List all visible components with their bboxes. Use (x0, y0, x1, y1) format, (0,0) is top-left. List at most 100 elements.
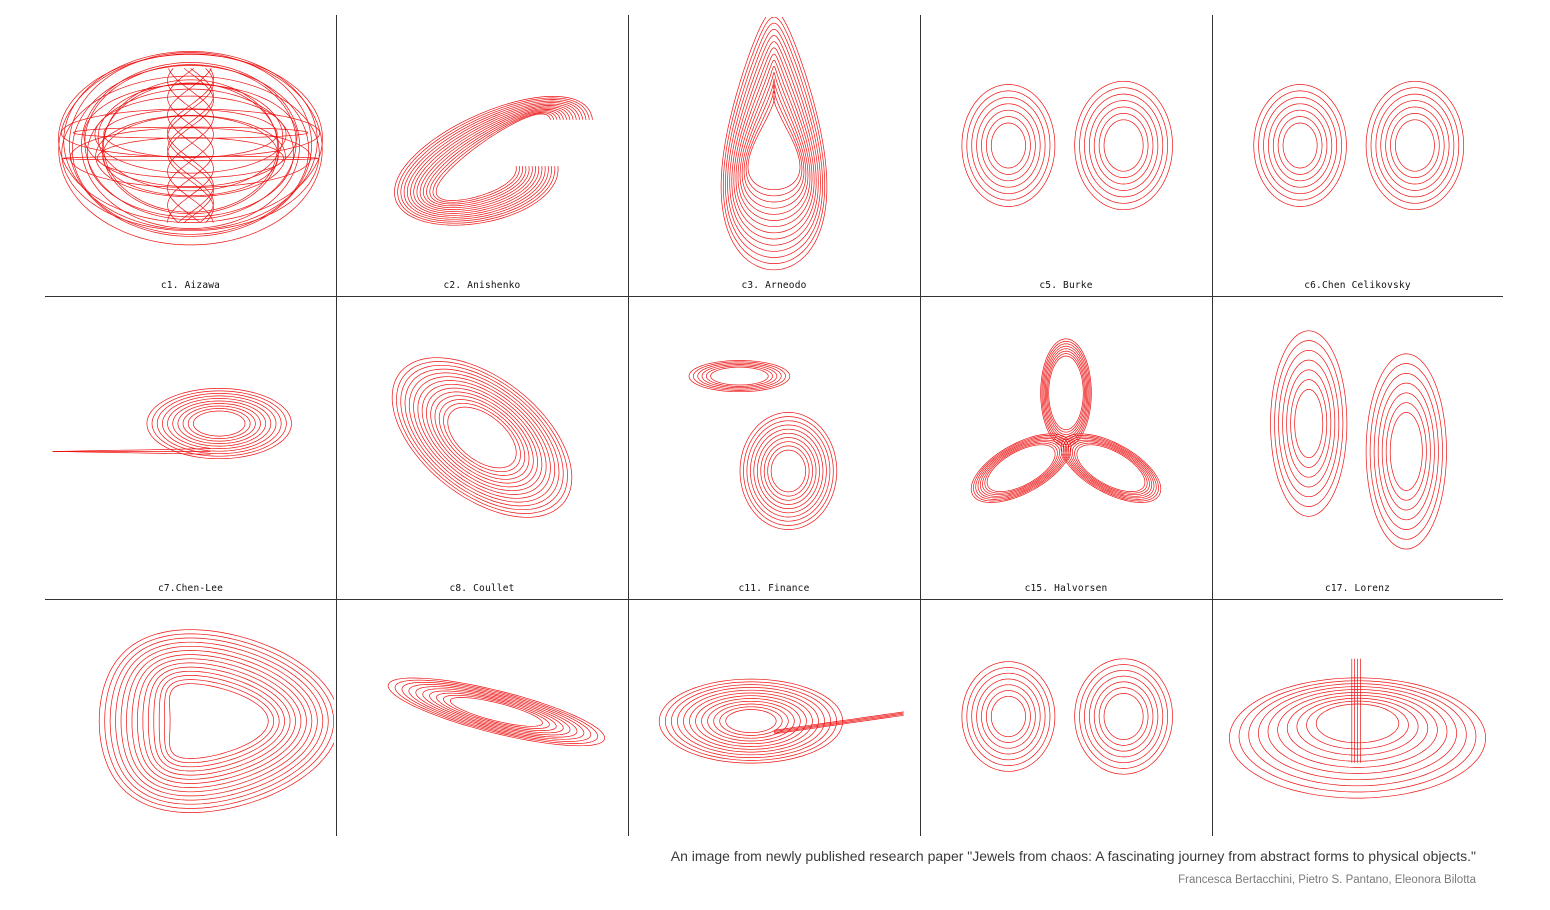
attractor-plot (1229, 658, 1486, 799)
attractor-panel (1214, 601, 1501, 836)
attractor-trajectory (705, 365, 773, 387)
attractor-trajectory (126, 650, 313, 793)
attractor-trajectory (403, 100, 584, 220)
panel-label: c2. Anishenko (443, 280, 521, 291)
attractor-trajectory (729, 35, 819, 246)
attractor-trajectory (443, 694, 550, 729)
attractor-trajectory (151, 390, 287, 457)
attractor-trajectory (416, 106, 571, 212)
attractor-panel: c6.Chen Celikovsky (1214, 17, 1501, 296)
attractor-trajectory (773, 712, 904, 732)
attractor-trajectory (137, 658, 302, 784)
attractor-trajectory (986, 444, 1056, 492)
attractor-trajectory (1103, 693, 1144, 740)
attractor-trajectory (396, 361, 568, 514)
attractor-plot (387, 677, 606, 747)
attractor-trajectory (1373, 373, 1439, 530)
attractor-trajectory (60, 108, 321, 158)
attractor-trajectory (1238, 680, 1477, 793)
attractor-trajectory (147, 666, 291, 776)
attractor-trajectory (973, 435, 1070, 502)
caption-authors: Francesca Bertacchini, Pietro S. Pantano… (1178, 874, 1476, 886)
attractor-trajectory (707, 700, 795, 742)
attractor-trajectory (387, 677, 606, 747)
attractor-trajectory (52, 448, 211, 452)
attractor-trajectory (1047, 353, 1085, 433)
attractor-trajectory (1257, 686, 1458, 781)
attractor-trajectory (693, 361, 786, 391)
attractor-trajectory (664, 681, 837, 761)
attractor-plot (391, 357, 573, 518)
attractor-trajectory (417, 380, 547, 495)
attractor-trajectory (426, 387, 538, 488)
attractor-trajectory (423, 109, 564, 209)
attractor-trajectory (760, 437, 817, 505)
attractor-trajectory (1290, 379, 1328, 468)
attractor-trajectory (1294, 389, 1324, 459)
panel-label: c7.Chen-Lee (157, 583, 224, 594)
attractor-trajectory (1365, 353, 1447, 550)
attractor-trajectory (1385, 402, 1427, 501)
attractor-trajectory (1079, 664, 1169, 769)
attractor-trajectory (162, 395, 277, 452)
attractor-trajectory (1046, 350, 1086, 435)
attractor-trajectory (683, 689, 819, 753)
attractor-trajectory (710, 366, 769, 386)
attractor-trajectory (763, 441, 813, 501)
attractor-trajectory (408, 684, 585, 740)
attractor-trajectory (63, 51, 318, 231)
attractor-trajectory (961, 661, 1056, 772)
attractor-trajectory (725, 709, 777, 734)
attractor-trajectory (746, 420, 831, 522)
attractor-trajectory (990, 695, 1026, 738)
attractor-trajectory (1272, 109, 1328, 182)
attractor-trajectory (1390, 113, 1440, 178)
attractor-panel: c2. Anishenko (338, 17, 626, 296)
attractor-trajectory (1062, 435, 1159, 502)
attractor-panel: c1. Aizawa (47, 17, 334, 296)
attractor-trajectory (434, 395, 530, 480)
attractor-trajectory (86, 88, 295, 218)
attractor-trajectory (187, 408, 251, 439)
attractor-trajectory (430, 391, 534, 484)
attractor-plot (98, 629, 334, 813)
attractor-trajectory (1041, 340, 1091, 445)
attractor-trajectory (981, 684, 1036, 749)
attractor-trajectory (990, 122, 1026, 169)
attractor-trajectory (167, 68, 214, 223)
panel-label: c11. Finance (738, 583, 810, 594)
attractor-trajectory (98, 629, 334, 813)
attractor-trajectory (115, 641, 324, 801)
attractor-trajectory (697, 362, 782, 390)
column-divider (336, 15, 337, 836)
attractor-trajectory (182, 405, 256, 442)
attractor-trajectory (1286, 369, 1332, 478)
attractor-trajectory (142, 662, 296, 780)
attractor-trajectory (1067, 438, 1155, 499)
attractor-trajectory (670, 684, 831, 758)
attractor-trajectory (68, 52, 313, 237)
column-divider (920, 15, 921, 836)
attractor-trajectory (739, 66, 809, 215)
attractor-trajectory (747, 90, 801, 191)
attractor-trajectory (773, 714, 904, 735)
attractor-trajectory (1071, 441, 1150, 496)
attractor-grid: c1. Aizawa c2. Anishenko c3. Arneodo c5. Bu… (45, 15, 1503, 836)
attractor-trajectory (743, 78, 805, 203)
attractor-trajectory (131, 654, 307, 788)
attractor-plot (720, 17, 828, 271)
attractor-panel: c8. Coullet (338, 298, 626, 599)
attractor-trajectory (981, 109, 1036, 182)
attractor-trajectory (1074, 658, 1173, 775)
attractor-trajectory (1315, 703, 1400, 744)
attractor-trajectory (158, 675, 280, 768)
attractor-trajectory (1093, 106, 1154, 185)
attractor-trajectory (120, 645, 318, 797)
attractor-trajectory (167, 68, 214, 223)
attractor-trajectory (719, 706, 783, 736)
attractor-trajectory (1048, 355, 1084, 431)
attractor-plot (961, 658, 1173, 775)
attractor-trajectory (438, 399, 526, 476)
attractor-trajectory (1044, 348, 1088, 438)
attractor-trajectory (81, 62, 300, 229)
